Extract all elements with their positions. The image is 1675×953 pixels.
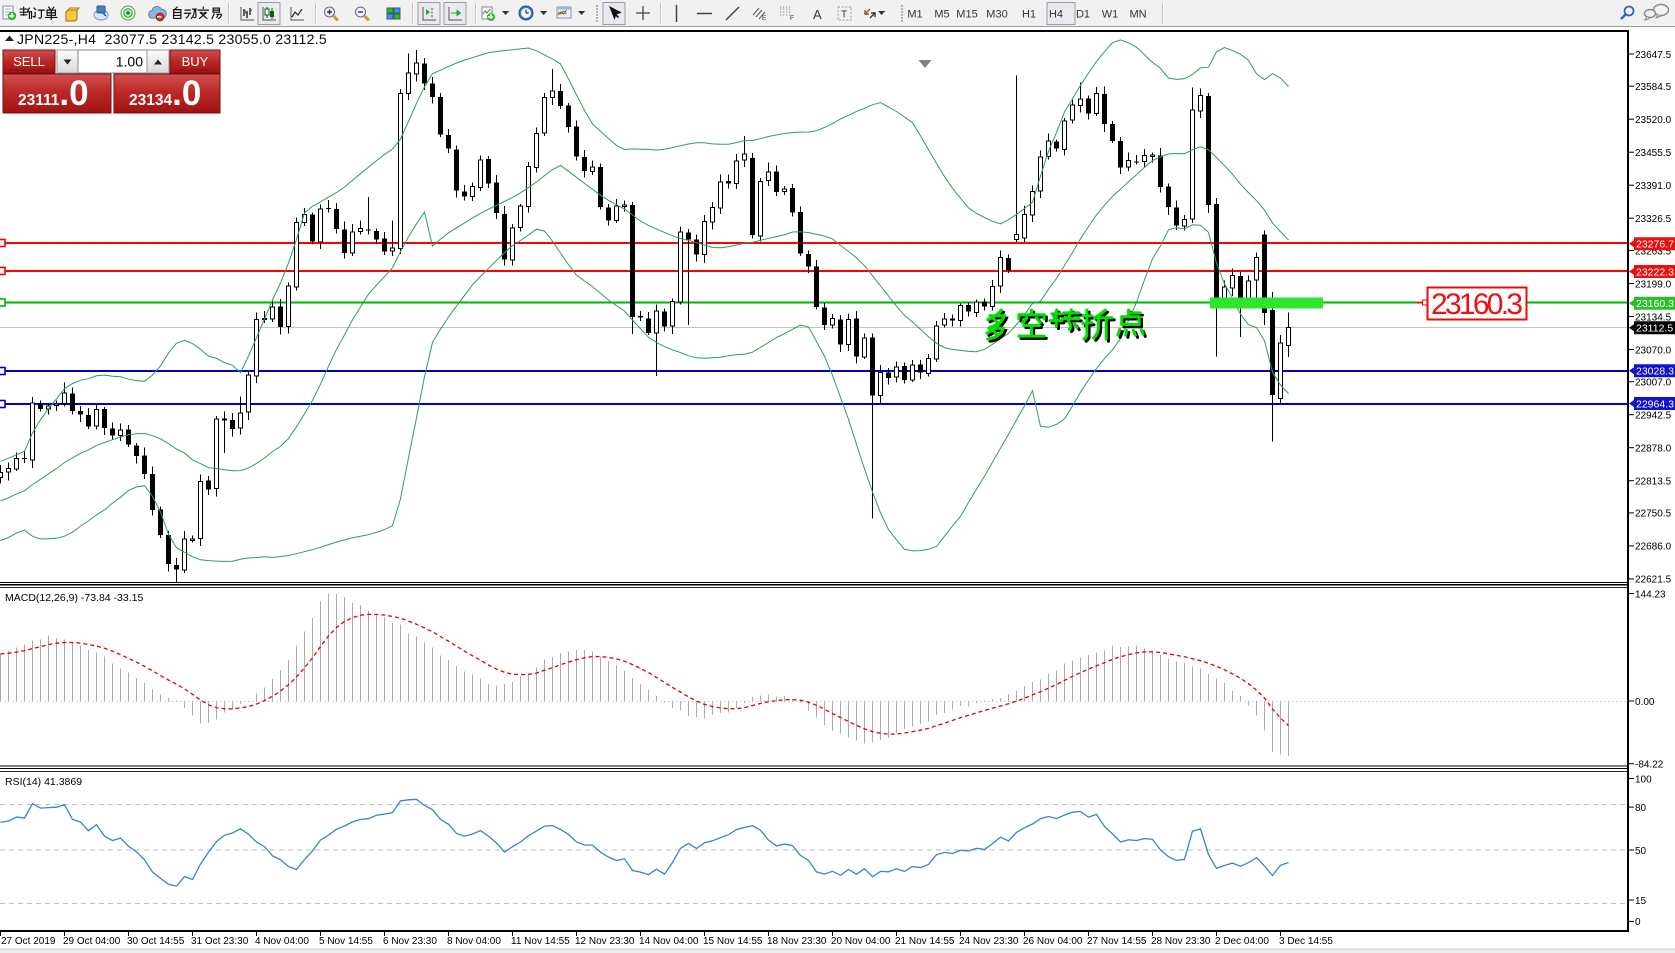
svg-text:22621.5: 22621.5: [1635, 575, 1672, 586]
svg-text:5 Nov 14:55: 5 Nov 14:55: [319, 936, 373, 947]
svg-text:T: T: [841, 10, 847, 21]
svg-text:SELL: SELL: [13, 54, 45, 69]
svg-text:MACD(12,26,9) -73.84 -33.15: MACD(12,26,9) -73.84 -33.15: [5, 592, 143, 604]
svg-text:0.00: 0.00: [1635, 697, 1655, 708]
svg-text:22942.5: 22942.5: [1635, 411, 1672, 422]
svg-text:23070.0: 23070.0: [1635, 345, 1672, 356]
svg-text:29 Oct 04:00: 29 Oct 04:00: [63, 936, 121, 947]
svg-text:23263.5: 23263.5: [1635, 246, 1672, 257]
svg-text:14 Nov 04:00: 14 Nov 04:00: [639, 936, 699, 947]
svg-text:2 Dec 04:00: 2 Dec 04:00: [1215, 936, 1269, 947]
svg-text:M15: M15: [956, 9, 977, 21]
svg-text:8 Nov 04:00: 8 Nov 04:00: [447, 936, 501, 947]
svg-text:4 Nov 04:00: 4 Nov 04:00: [255, 936, 309, 947]
svg-text:-84.22: -84.22: [1635, 760, 1664, 771]
svg-text:23007.0: 23007.0: [1635, 378, 1672, 389]
svg-text:100: 100: [1635, 774, 1652, 785]
svg-text:20 Nov 04:00: 20 Nov 04:00: [831, 936, 891, 947]
svg-text:24 Nov 23:30: 24 Nov 23:30: [959, 936, 1019, 947]
svg-text:50: 50: [1635, 846, 1647, 857]
svg-text:W1: W1: [1102, 9, 1119, 21]
svg-text:31 Oct 23:30: 31 Oct 23:30: [191, 936, 249, 947]
svg-text:23199.0: 23199.0: [1635, 279, 1672, 290]
svg-text:27 Oct 2019: 27 Oct 2019: [1, 936, 56, 947]
svg-text:H1: H1: [1022, 9, 1036, 21]
svg-text:22686.0: 22686.0: [1635, 542, 1672, 553]
svg-text:3 Dec 14:55: 3 Dec 14:55: [1279, 936, 1333, 947]
svg-text:23112.5: 23112.5: [1636, 323, 1673, 335]
svg-text:M1: M1: [907, 9, 922, 21]
svg-text:15 Nov 14:55: 15 Nov 14:55: [703, 936, 763, 947]
svg-text:80: 80: [1635, 803, 1647, 814]
svg-text:27 Nov 14:55: 27 Nov 14:55: [1087, 936, 1147, 947]
svg-text:23326.5: 23326.5: [1635, 214, 1672, 225]
svg-text:BUY: BUY: [182, 54, 209, 69]
svg-text:23276.7: 23276.7: [1636, 239, 1674, 251]
svg-text:H4: H4: [1049, 9, 1063, 21]
svg-text:21 Nov 14:55: 21 Nov 14:55: [895, 936, 955, 947]
svg-text:15: 15: [1635, 896, 1647, 907]
svg-text:22813.5: 22813.5: [1635, 477, 1672, 488]
svg-text:23647.5: 23647.5: [1635, 50, 1672, 61]
svg-text:0: 0: [1635, 917, 1641, 928]
svg-text:D1: D1: [1076, 9, 1090, 21]
svg-text:F: F: [790, 15, 794, 22]
svg-text:23134.0: 23134.0: [129, 74, 201, 113]
svg-text:18 Nov 23:30: 18 Nov 23:30: [767, 936, 827, 947]
svg-text:JPN225-,H4 23077.5 23142.5 23: JPN225-,H4 23077.5 23142.5 23055.0 23112…: [17, 31, 327, 47]
svg-text:26 Nov 04:00: 26 Nov 04:00: [1023, 936, 1083, 947]
svg-text:23584.5: 23584.5: [1635, 82, 1672, 93]
svg-text:23134.5: 23134.5: [1635, 312, 1672, 323]
svg-text:23520.0: 23520.0: [1635, 115, 1672, 126]
svg-text:23455.5: 23455.5: [1635, 148, 1672, 159]
svg-text:23391.0: 23391.0: [1635, 181, 1672, 192]
svg-text:144.23: 144.23: [1635, 589, 1666, 600]
svg-text:23028.3: 23028.3: [1636, 366, 1674, 378]
svg-text:M30: M30: [986, 9, 1007, 21]
svg-text:22964.3: 22964.3: [1636, 398, 1674, 410]
svg-text:1.00: 1.00: [116, 54, 143, 70]
svg-text:23160.3: 23160.3: [1636, 298, 1674, 310]
svg-text:RSI(14) 41.3869: RSI(14) 41.3869: [5, 776, 82, 788]
svg-text:12 Nov 23:30: 12 Nov 23:30: [575, 936, 635, 947]
svg-text:28 Nov 23:30: 28 Nov 23:30: [1151, 936, 1211, 947]
svg-text:23160.3: 23160.3: [1431, 288, 1523, 321]
svg-text:E: E: [762, 15, 767, 22]
svg-text:30 Oct 14:55: 30 Oct 14:55: [127, 936, 185, 947]
svg-text:M5: M5: [934, 9, 949, 21]
svg-text:6 Nov 23:30: 6 Nov 23:30: [383, 936, 437, 947]
svg-text:23222.3: 23222.3: [1636, 266, 1674, 278]
svg-text:11 Nov 14:55: 11 Nov 14:55: [511, 936, 570, 947]
svg-text:22750.5: 22750.5: [1635, 509, 1672, 520]
svg-text:22878.0: 22878.0: [1635, 444, 1672, 455]
svg-text:A: A: [813, 7, 822, 22]
svg-text:MN: MN: [1129, 9, 1146, 21]
